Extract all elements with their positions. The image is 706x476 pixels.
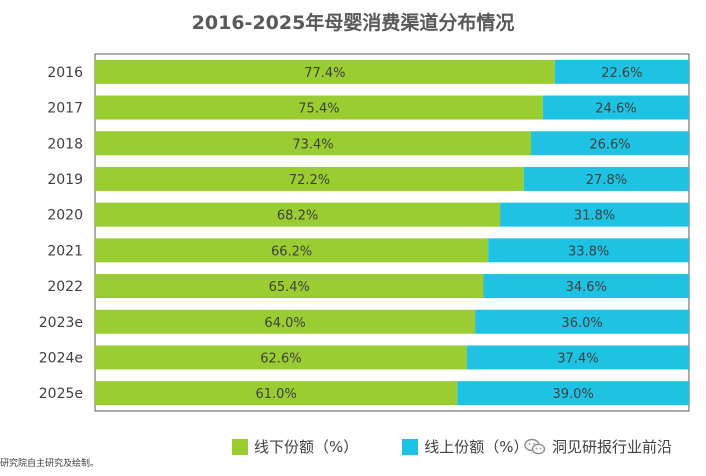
wechat-icon: [524, 438, 546, 454]
bar-online: [483, 274, 689, 299]
category-label: 2016: [47, 65, 83, 81]
data-label-online: 36.0%: [561, 316, 602, 331]
data-label-online: 34.6%: [566, 280, 607, 295]
bar-offline: [95, 95, 543, 120]
bar-offline: [95, 166, 524, 191]
bar-offline: [95, 345, 467, 370]
watermark: 洞见研报行业前沿: [524, 436, 672, 457]
category-label: 2022: [47, 279, 83, 295]
data-label-offline: 77.4%: [304, 66, 345, 81]
category-label: 2017: [47, 101, 83, 117]
bar-online: [466, 345, 689, 370]
data-label-online: 27.8%: [586, 173, 627, 188]
bar-offline: [95, 309, 476, 334]
bar-online: [523, 166, 689, 191]
bar-offline: [95, 381, 458, 406]
source-note: 研究院自主研究及绘制。: [0, 459, 100, 469]
category-label: 2024e: [39, 350, 83, 366]
legend: 线下份额（%） 线上份额（%）: [232, 436, 573, 457]
data-label-offline: 68.2%: [277, 209, 318, 224]
data-label-offline: 66.2%: [271, 244, 312, 259]
legend-swatch-offline: [232, 438, 248, 455]
bar-offline: [95, 202, 501, 227]
data-label-online: 33.8%: [568, 244, 609, 259]
legend-swatch-online: [402, 438, 419, 455]
category-label: 2021: [47, 243, 83, 259]
data-label-offline: 72.2%: [289, 173, 330, 188]
data-label-online: 37.4%: [557, 351, 598, 366]
category-label: 2025e: [39, 386, 83, 402]
bar-online: [554, 59, 689, 84]
bar-online: [457, 381, 689, 406]
legend-item-offline: 线下份额（%）: [232, 436, 358, 457]
data-label-offline: 64.0%: [264, 316, 305, 331]
bar-online: [542, 95, 689, 120]
bar-online: [530, 131, 689, 156]
data-label-offline: 65.4%: [269, 280, 310, 295]
data-label-online: 22.6%: [601, 66, 642, 81]
plot-frame: [94, 53, 690, 412]
legend-label-online: 线上份额（%）: [424, 438, 529, 456]
legend-item-online: 线上份额（%）: [402, 436, 529, 457]
category-label: 2023e: [39, 315, 83, 331]
data-label-offline: 61.0%: [256, 387, 297, 402]
bar-offline: [95, 238, 489, 263]
bar-offline: [95, 274, 484, 299]
bar-online: [475, 309, 689, 334]
bar-offline: [95, 59, 555, 84]
data-label-online: 31.8%: [574, 209, 615, 224]
data-label-offline: 75.4%: [298, 102, 339, 117]
data-label-online: 39.0%: [553, 387, 594, 402]
data-label-online: 24.6%: [595, 102, 636, 117]
chart-title: 2016-2025年母婴消费渠道分布情况: [191, 12, 515, 34]
chart-plot: 2016 77.4% 22.6% 2017 75.4% 24.6% 2018 73.4% 26.…: [39, 53, 690, 412]
data-label-offline: 73.4%: [292, 137, 333, 152]
data-label-online: 26.6%: [589, 137, 630, 152]
bar-online: [488, 238, 689, 263]
legend-label-offline: 线下份额（%）: [254, 438, 359, 456]
category-label: 2020: [47, 208, 83, 224]
category-label: 2018: [47, 136, 83, 152]
bar-offline: [95, 131, 531, 156]
bar-online: [500, 202, 689, 227]
data-label-offline: 62.6%: [260, 351, 301, 366]
watermark-text: 洞见研报行业前沿: [552, 438, 673, 456]
category-label: 2019: [47, 172, 83, 188]
